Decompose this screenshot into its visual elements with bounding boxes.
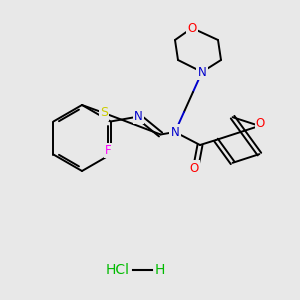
Text: F: F [105,144,112,157]
Text: S: S [100,106,108,119]
Text: H: H [155,263,165,277]
Text: N: N [198,65,206,79]
Text: HCl: HCl [106,263,130,277]
Text: O: O [256,117,265,130]
Text: N: N [134,110,143,123]
Text: O: O [188,22,196,34]
Text: N: N [171,125,179,139]
Text: O: O [189,161,199,175]
